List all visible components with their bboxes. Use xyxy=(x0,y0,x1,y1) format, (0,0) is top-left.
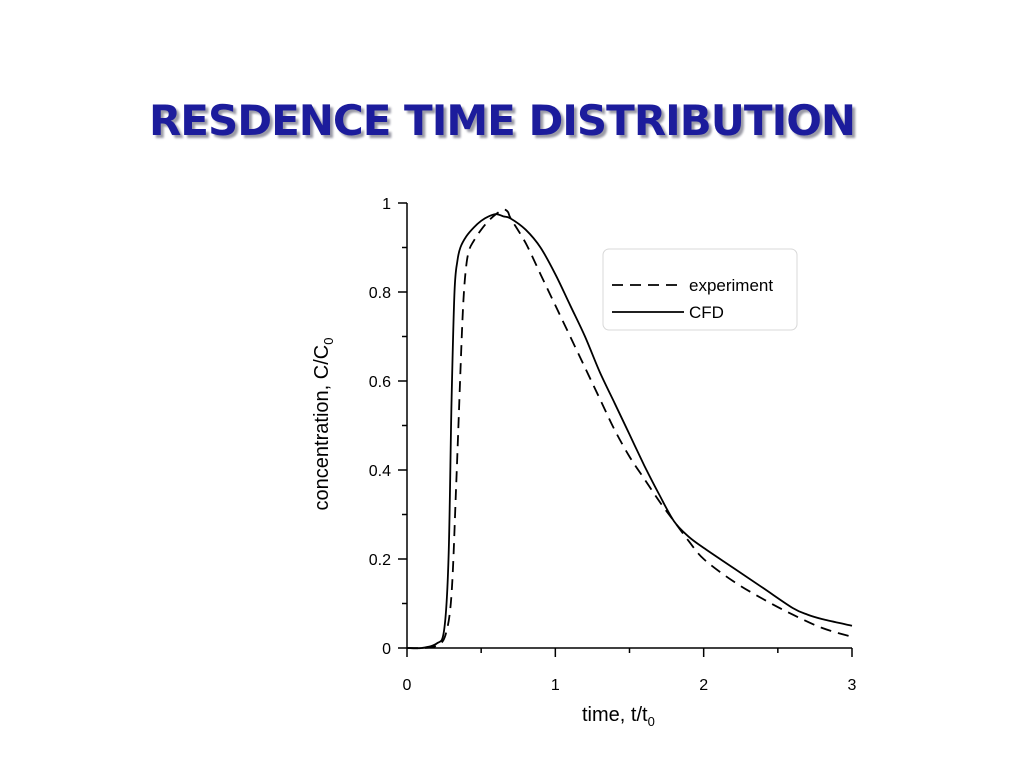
legend-label-cfd: CFD xyxy=(689,303,724,322)
y-tick-label: 1 xyxy=(382,196,391,213)
x-axis-title-main: time, t/t xyxy=(582,704,648,726)
y-axis-title-main: concentration, C/C xyxy=(311,345,333,511)
x-axis-title: time, t/t0 xyxy=(582,704,655,729)
legend: experiment CFD xyxy=(602,248,798,331)
plot-area: 0 0.2 0.4 0.6 0.8 1 0 1 2 3 xyxy=(369,196,857,694)
legend-box xyxy=(602,248,798,331)
y-tick-label: 0 xyxy=(382,641,391,658)
y-axis-title-sub: 0 xyxy=(321,338,336,345)
y-tick-label: 0.2 xyxy=(369,552,391,569)
y-tick-label: 0.6 xyxy=(369,374,391,391)
y-tick-label: 0.4 xyxy=(369,463,391,480)
x-tick-label: 2 xyxy=(699,677,708,694)
slide-title: RESDENCE TIME DISTRIBUTION xyxy=(148,96,856,145)
legend-label-experiment: experiment xyxy=(689,276,773,295)
series-layer xyxy=(406,208,853,650)
series-line-experiment xyxy=(406,208,853,650)
x-axis-title-sub: 0 xyxy=(648,714,655,729)
x-tick-label: 1 xyxy=(551,677,560,694)
x-tick-label: 3 xyxy=(848,677,857,694)
y-axis-title: concentration, C/C0 xyxy=(311,338,336,511)
series-line-cfd xyxy=(406,213,853,650)
x-axis: 0 1 2 3 xyxy=(403,647,857,694)
y-axis: 0 0.2 0.4 0.6 0.8 1 xyxy=(369,196,408,658)
x-tick-label: 0 xyxy=(403,677,412,694)
y-tick-label: 0.8 xyxy=(369,285,391,302)
